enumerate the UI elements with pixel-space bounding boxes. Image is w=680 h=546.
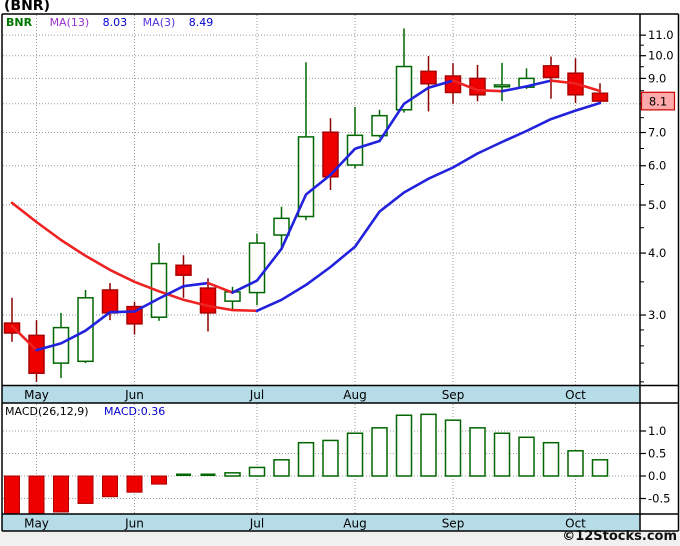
ma3-line xyxy=(35,281,210,352)
macd-bar-positive xyxy=(224,472,241,477)
candlestick-body xyxy=(273,217,290,236)
ma13-line xyxy=(255,101,602,313)
macd-axis-label: 0.5 xyxy=(648,447,666,461)
legend-symbol: BNR xyxy=(6,16,33,29)
month-band-upper xyxy=(2,385,640,403)
month-label-lower: Aug xyxy=(343,517,366,531)
macd-bar-positive xyxy=(518,436,535,477)
month-label-upper: Sep xyxy=(442,388,465,402)
macd-bar-positive xyxy=(469,427,486,477)
candlestick-body xyxy=(248,242,266,294)
candlestick-body xyxy=(493,84,511,88)
price-axis-label: 4.0 xyxy=(648,246,666,260)
macd-bar-positive xyxy=(371,427,388,477)
macd-bar-positive xyxy=(322,439,339,477)
last-price-marker xyxy=(640,91,676,111)
month-label-upper: Jun xyxy=(124,388,144,402)
candlestick-body xyxy=(322,131,339,178)
macd-bar-negative xyxy=(77,475,94,504)
macd-bar-negative xyxy=(53,475,69,513)
candlestick-body xyxy=(371,114,388,137)
candlestick-body xyxy=(199,287,217,314)
month-label-lower: Jun xyxy=(124,517,144,531)
macd-bar-positive xyxy=(420,413,437,477)
last-price-marker-label: 8.1 xyxy=(649,94,667,108)
macd-axis-label: -0.5 xyxy=(648,492,670,506)
ma3-line xyxy=(451,79,504,93)
macd-bar-positive xyxy=(567,450,584,477)
month-label-lower: Jul xyxy=(249,517,264,531)
candlestick-body xyxy=(101,289,119,314)
month-label-lower: Oct xyxy=(565,517,586,531)
macd-bar-positive xyxy=(444,419,462,477)
price-axis-label: 6.0 xyxy=(648,159,666,173)
ma3-line xyxy=(500,79,553,93)
candlestick-body xyxy=(591,92,609,102)
candlestick-body xyxy=(444,75,462,94)
candlestick-body xyxy=(297,136,315,218)
candlestick-body xyxy=(420,70,437,85)
candlestick-body xyxy=(542,65,560,79)
candlestick-body xyxy=(175,264,192,276)
macd-bar-positive xyxy=(493,432,511,477)
price-axis-label: 10.0 xyxy=(648,49,674,63)
price-axis-label: 9.0 xyxy=(648,71,666,85)
macd-bar-positive xyxy=(542,441,560,477)
macd-bar-flat xyxy=(200,473,216,476)
candlestick-body xyxy=(469,77,486,96)
month-label-upper: May xyxy=(24,388,49,402)
ma3-line xyxy=(231,79,455,294)
month-label-upper: Oct xyxy=(565,388,586,402)
macd-bar-negative xyxy=(28,475,45,514)
month-label-lower: May xyxy=(24,517,49,531)
macd-header: MACD(26,12,9) MACD:0.36 xyxy=(5,405,165,418)
price-axis-label: 7.0 xyxy=(648,126,666,140)
macd-bar-positive xyxy=(273,459,290,477)
month-label-upper: Aug xyxy=(343,388,366,402)
macd-bar-positive xyxy=(248,466,266,477)
macd-params-label: MACD(26,12,9) xyxy=(5,405,89,418)
macd-bar-negative xyxy=(151,475,167,485)
legend-ma13-label: MA(13) xyxy=(49,16,90,29)
macd-axis-label: 0.0 xyxy=(648,469,666,483)
legend-ma3-label: MA(3) xyxy=(142,16,176,29)
ma3-line xyxy=(10,324,38,352)
macd-bar-positive xyxy=(591,459,609,477)
ma3-line xyxy=(206,281,234,294)
macd-bar-positive xyxy=(297,441,315,477)
macd-bar-positive xyxy=(346,432,364,477)
macd-bar-positive xyxy=(395,414,413,477)
month-label-upper: Jul xyxy=(249,388,264,402)
macd-current-value: MACD:0.36 xyxy=(104,405,166,418)
legend-ma3-value: 8.49 xyxy=(188,16,214,29)
candlestick-body xyxy=(3,322,21,334)
candlestick-body xyxy=(395,65,413,111)
price-axis-label: 11.0 xyxy=(648,28,674,42)
macd-bar-negative xyxy=(4,475,20,514)
footer-strip xyxy=(0,531,680,546)
month-label-lower: Sep xyxy=(442,517,465,531)
chart-legend: BNR MA(13) 8.03 MA(3) 8.49 xyxy=(6,16,225,29)
macd-axis-label: 1.0 xyxy=(648,424,666,438)
macd-bar-negative xyxy=(126,475,143,493)
macd-bar-negative xyxy=(102,475,118,498)
footer-credit: ©12Stocks.com xyxy=(562,529,677,544)
legend-ma13-value: 8.03 xyxy=(102,16,128,29)
page-title: (BNR) xyxy=(4,0,50,14)
price-axis-label: 5.0 xyxy=(648,198,666,212)
ma3-line xyxy=(549,79,602,93)
ma13-line xyxy=(10,201,259,313)
macd-bar-flat xyxy=(176,473,191,476)
price-axis-label: 3.0 xyxy=(648,308,666,322)
month-band-lower xyxy=(2,514,640,531)
candlestick-body xyxy=(28,334,45,374)
